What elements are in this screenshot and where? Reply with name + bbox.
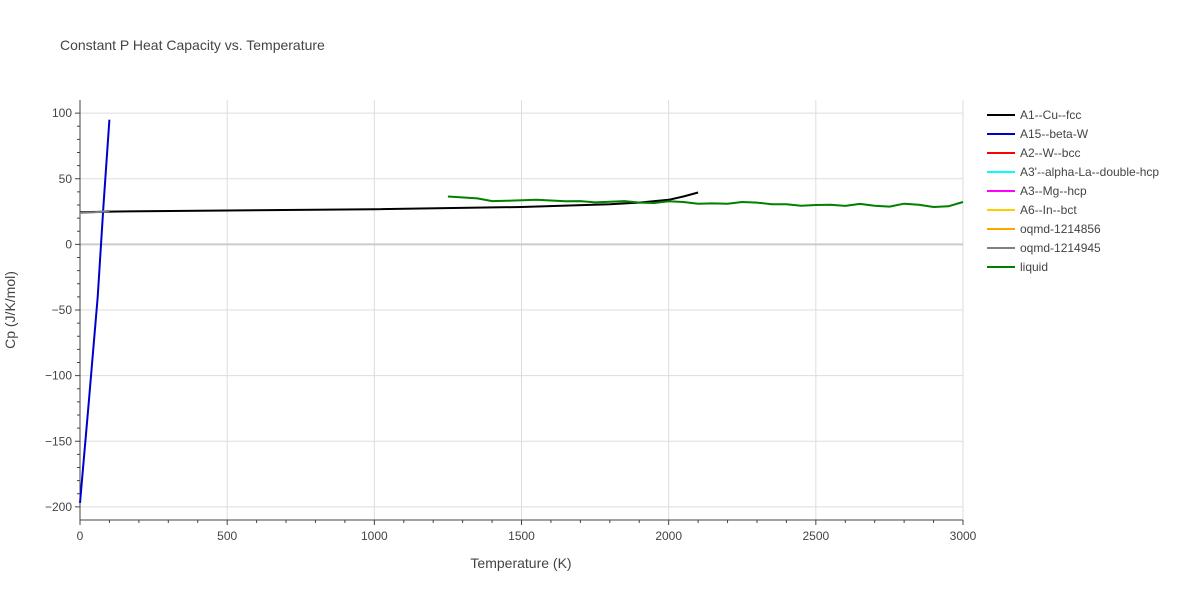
- series-line-liquid: [447, 195, 964, 208]
- series-line-a1-cu-fcc: [79, 191, 699, 214]
- x-tick-label: 2000: [655, 529, 682, 543]
- x-tick-label: 500: [217, 529, 237, 543]
- x-tick-label: 2500: [802, 529, 829, 543]
- legend-item-label: A1--Cu--fcc: [1020, 108, 1081, 122]
- y-tick-label: 100: [52, 106, 72, 120]
- x-tick-labels: 0 500 1000 1500 2000 2500 3000: [77, 529, 977, 543]
- legend-item-label: oqmd-1214856: [1020, 222, 1101, 236]
- legend-item-label: liquid: [1020, 260, 1048, 274]
- legend-item-label: A3--Mg--hcp: [1020, 184, 1087, 198]
- x-axis-title: Temperature (K): [470, 555, 571, 571]
- series-line-oqmd-1214945: [79, 209, 110, 214]
- x-tick-label: 1500: [508, 529, 535, 543]
- y-tick-label: −200: [45, 500, 72, 514]
- y-tick-label: 50: [59, 172, 73, 186]
- series-line-a15-beta-w: [79, 119, 111, 503]
- y-tick-label: −50: [52, 303, 73, 317]
- chart-title: Constant P Heat Capacity vs. Temperature: [60, 37, 325, 53]
- x-tick-label: 1000: [361, 529, 388, 543]
- plot-lines: [79, 119, 964, 503]
- legend: A1--Cu--fcc A15--beta-W A2--W--bcc A3'--alp…: [987, 108, 1159, 274]
- y-tick-label: −100: [45, 369, 72, 383]
- x-tick-label: 3000: [950, 529, 977, 543]
- legend-item-label: A6--In--bct: [1020, 203, 1077, 217]
- axes: [75, 100, 964, 525]
- legend-item-label: A15--beta-W: [1020, 127, 1089, 141]
- y-axis-title: Cp (J/K/mol): [2, 271, 18, 349]
- legend-item-label: A2--W--bcc: [1020, 146, 1080, 160]
- legend-item-label: A3'--alpha-La--double-hcp: [1020, 165, 1159, 179]
- y-tick-labels: −200 −150 −100 −50 0 50 100: [45, 106, 72, 514]
- y-tick-label: −150: [45, 434, 72, 448]
- y-tick-label: 0: [65, 237, 72, 251]
- legend-item-label: oqmd-1214945: [1020, 241, 1101, 255]
- grid-lines: [80, 100, 964, 520]
- x-tick-label: 0: [77, 529, 84, 543]
